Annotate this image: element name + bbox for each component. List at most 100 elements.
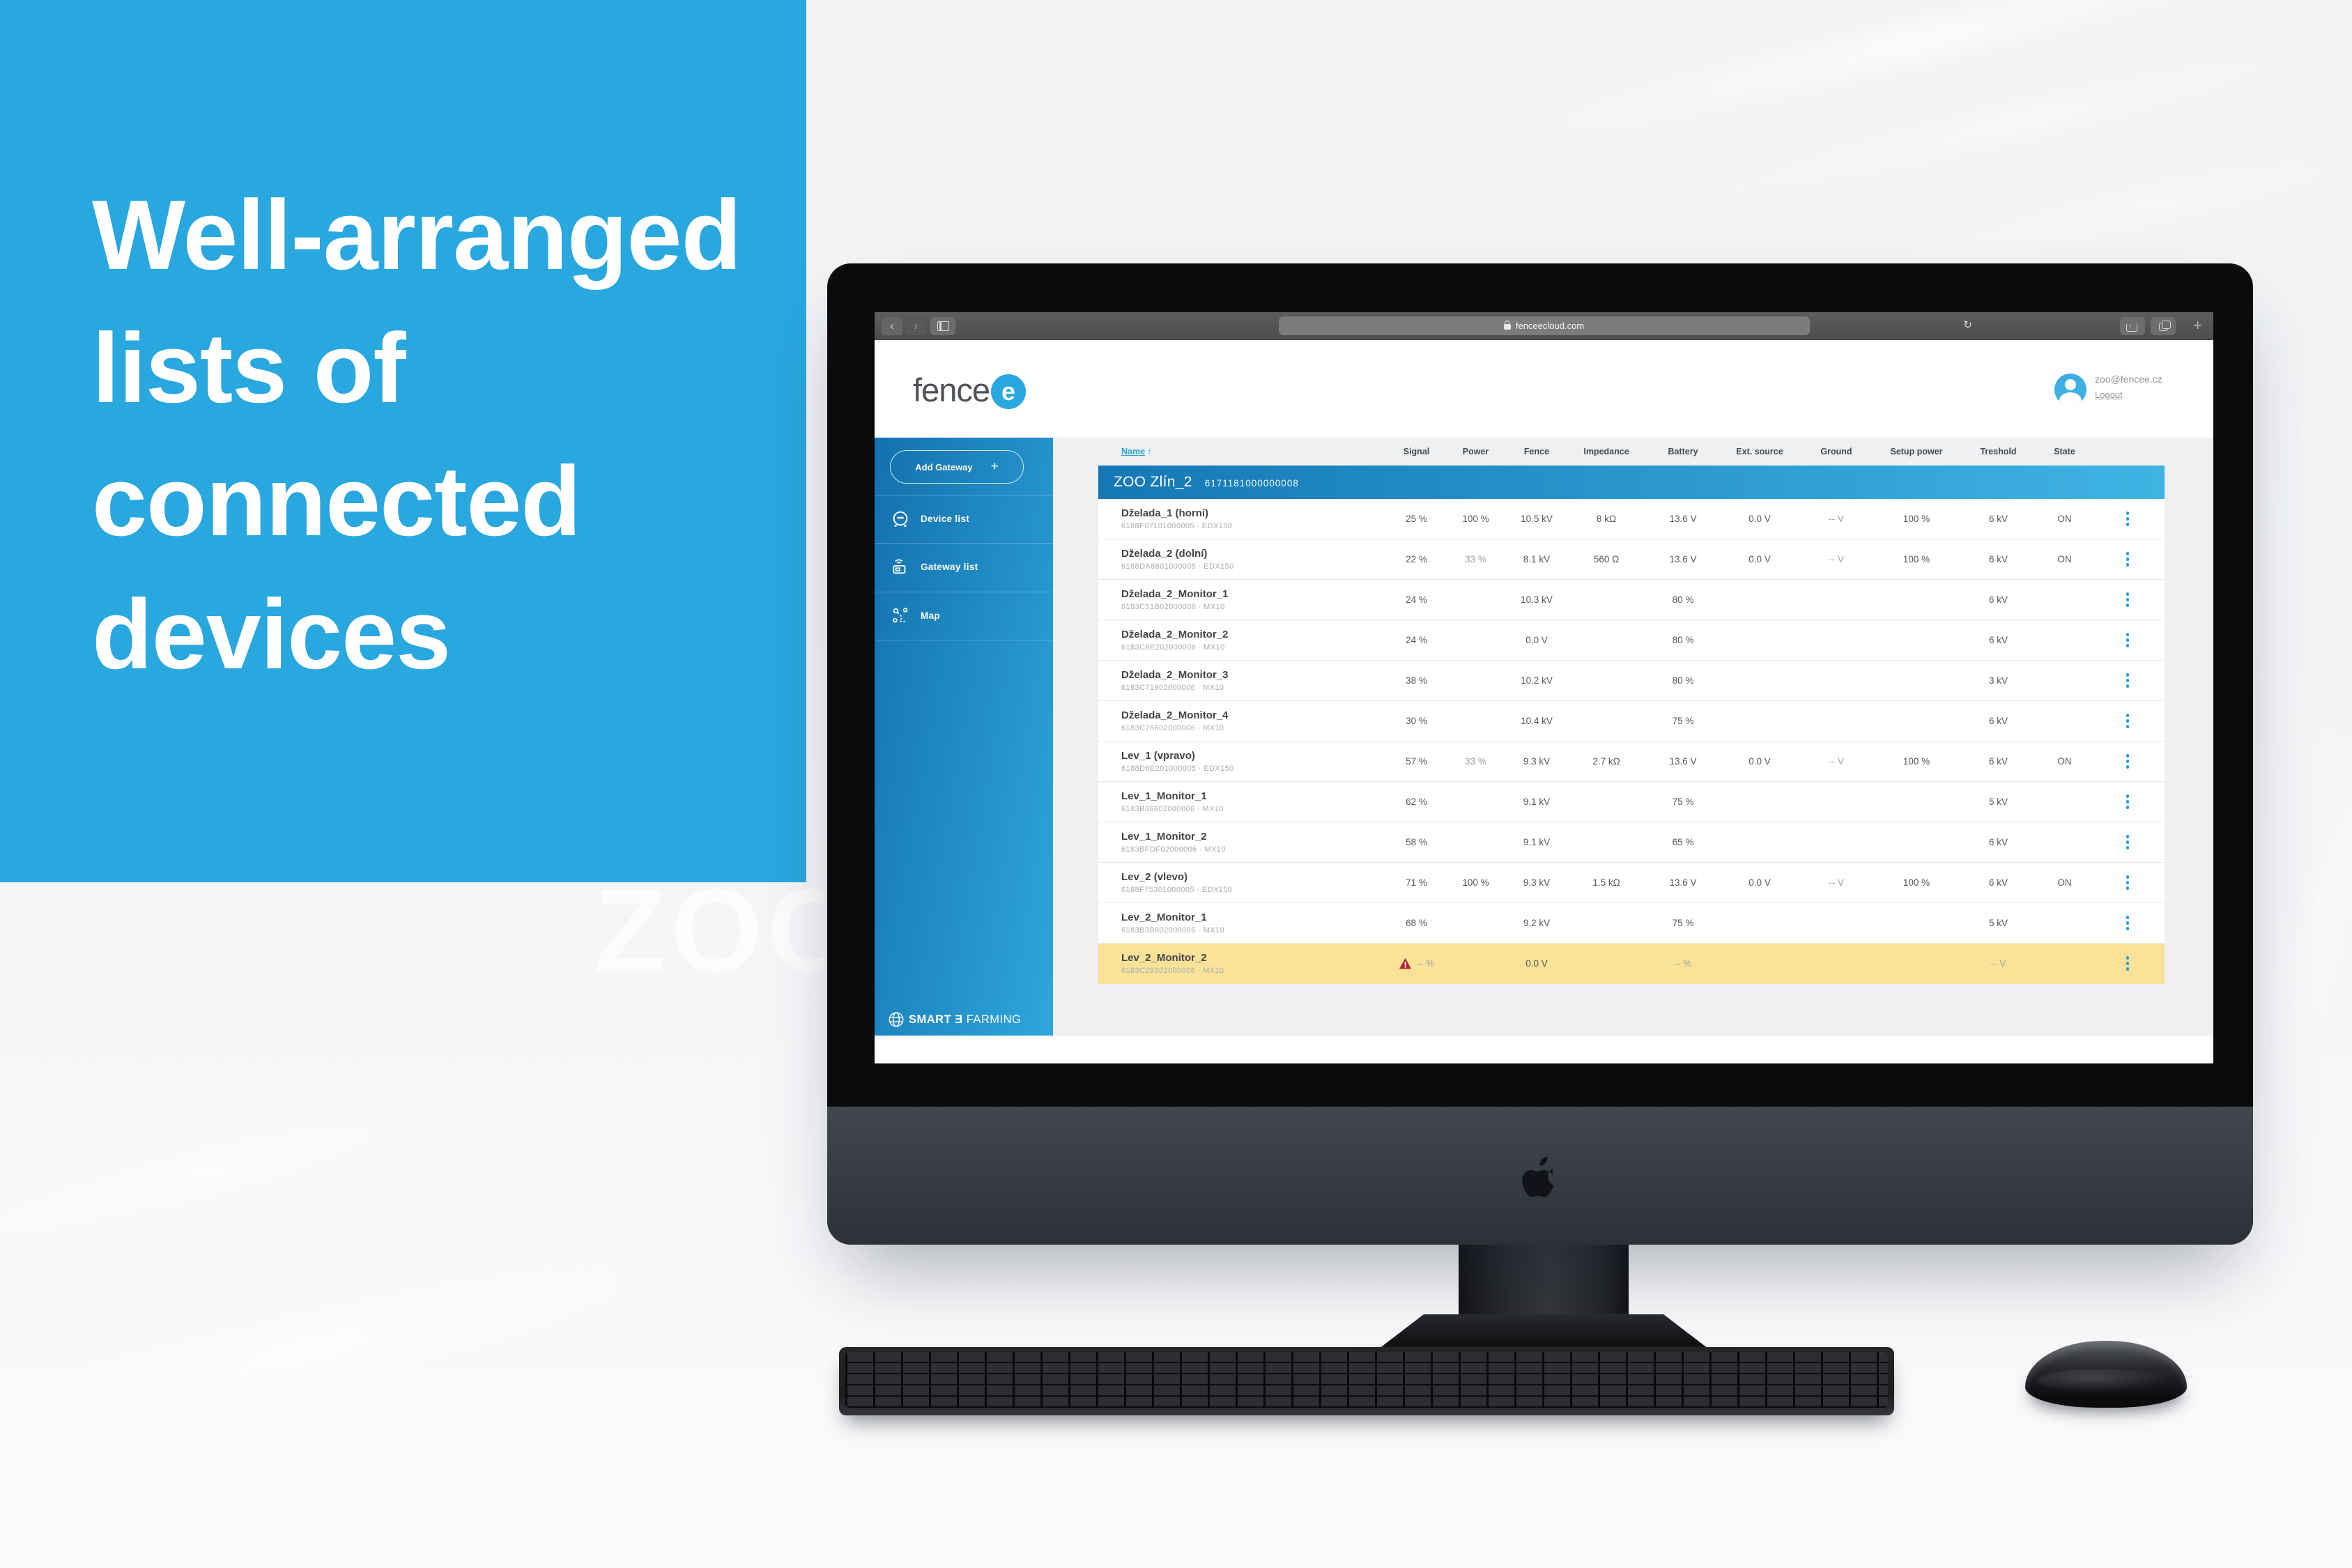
row-menu-button[interactable] (2091, 956, 2165, 971)
address-bar[interactable]: fenceecloud.com (1278, 316, 1810, 335)
value-cell: 33 % (1465, 756, 1486, 767)
column-header-name[interactable]: Name ↑ (1098, 447, 1387, 456)
value-cell: ON (2057, 554, 2072, 564)
logo-plug-glyph: Ǝ (955, 1013, 963, 1026)
row-menu-button[interactable] (2091, 916, 2165, 930)
row-menu-button[interactable] (2091, 714, 2165, 728)
value-cell: 0.0 V (1748, 756, 1771, 767)
table-row[interactable]: Lev_2_Monitor_1 6183B3B802000006 · MX10 … (1098, 903, 2165, 944)
menu-dot (2126, 956, 2130, 960)
value-cell: 75 % (1672, 716, 1694, 726)
device-name-cell: Lev_2 (vlevo) 6188F75301000005 · EDX150 (1098, 871, 1387, 894)
column-header: Impedance (1583, 447, 1629, 456)
logo-e-badge: e (990, 374, 1026, 409)
sidebar-item-device-list[interactable]: Device list (875, 495, 1053, 542)
value-cell: 25 % (1406, 514, 1427, 524)
mouse (2025, 1341, 2187, 1408)
menu-dot (2126, 592, 2130, 596)
row-menu-button[interactable] (2091, 754, 2165, 769)
sidebar-item-gateway-list[interactable]: Gateway list (875, 543, 1053, 590)
row-menu-button[interactable] (2091, 835, 2165, 850)
table-row[interactable]: Dželada_2 (dolní) 6188DA8801000005 · EDX… (1098, 539, 2165, 580)
row-menu-button[interactable] (2091, 592, 2165, 607)
row-menu-button[interactable] (2091, 673, 2165, 688)
table-row[interactable]: Lev_2_Monitor_2 6183C29302000006 · MX10 … (1098, 944, 2165, 984)
menu-dot (2126, 754, 2130, 758)
device-id: 6183C76602000006 · MX10 (1121, 724, 1224, 732)
warning-icon (1399, 958, 1412, 969)
value-cell: 6 kV (1988, 837, 2008, 847)
row-menu-button[interactable] (2091, 512, 2165, 526)
device-name: Dželada_2_Monitor_4 (1121, 709, 1229, 721)
device-id: 6188F75301000005 · EDX150 (1121, 886, 1233, 894)
menu-dot (2126, 598, 2130, 601)
browser-share-button[interactable] (2120, 317, 2145, 336)
value-cell: 80 % (1672, 635, 1694, 645)
value-cell: ON (2057, 756, 2072, 767)
value-cell: 38 % (1406, 675, 1427, 686)
add-gateway-label: Add Gateway (915, 461, 973, 472)
value-cell: 24 % (1406, 635, 1427, 645)
value-cell: 10.4 kV (1521, 716, 1553, 726)
app-header: fence e zoo@fencee.cz Logout (875, 340, 2213, 438)
table-row[interactable]: Lev_1_Monitor_2 6183BFDF02000006 · MX10 … (1098, 822, 2165, 863)
column-header: Power (1462, 447, 1489, 456)
lock-icon (1503, 321, 1511, 330)
table-row[interactable]: Dželada_2_Monitor_2 6183C6E202000006 · M… (1098, 620, 2165, 661)
background-streak (0, 1075, 518, 1267)
row-menu-button[interactable] (2091, 633, 2165, 647)
sidebar-divider (875, 543, 1053, 544)
browser-forward-button[interactable]: › (905, 317, 926, 335)
add-gateway-button[interactable]: Add Gateway + (890, 450, 1024, 484)
table-row[interactable]: Dželada_2_Monitor_4 6183C76602000006 · M… (1098, 701, 2165, 741)
browser-toolbar: ‹ › fenceecloud.com ↻ + (875, 312, 2213, 341)
row-menu-button[interactable] (2091, 875, 2165, 890)
user-avatar[interactable] (2054, 374, 2086, 406)
table-row[interactable]: Dželada_2_Monitor_3 6183C71902000006 · M… (1098, 661, 2165, 701)
logout-link[interactable]: Logout (2095, 390, 2123, 400)
row-menu-button[interactable] (2091, 794, 2165, 809)
value-cell: 75 % (1672, 797, 1694, 807)
keyboard-keys (845, 1352, 1888, 1408)
browser-sidebar-button[interactable] (930, 317, 955, 335)
value-cell: 6 kV (1988, 594, 2008, 605)
sidebar-item-map[interactable]: Map (875, 592, 1053, 639)
value-cell: 58 % (1406, 837, 1427, 847)
value-cell: 65 % (1672, 837, 1694, 847)
gateway-header[interactable]: ZOO Zlín_2 6171181000000008 (1098, 466, 2165, 499)
globe-icon (889, 1012, 904, 1027)
menu-dot (2126, 916, 2130, 919)
value-cell: 6 kV (1988, 635, 2008, 645)
logo-smart-text: SMART (909, 1013, 952, 1026)
value-cell: 57 % (1406, 756, 1427, 767)
new-tab-button[interactable]: + (2193, 316, 2202, 334)
device-id: 6183B3B802000006 · MX10 (1121, 926, 1225, 935)
sidebar-item-label: Device list (921, 513, 970, 524)
value-cell: 13.6 V (1669, 514, 1697, 524)
reload-icon[interactable]: ↻ (1963, 319, 1972, 331)
menu-dot (2126, 967, 2130, 971)
value-cell: ON (2057, 514, 2072, 524)
browser-back-button[interactable]: ‹ (882, 317, 902, 335)
table-row[interactable]: Lev_1_Monitor_1 6183B36602000006 · MX10 … (1098, 782, 2165, 822)
menu-dot (2126, 638, 2130, 642)
value-cell: 6 kV (1988, 514, 2008, 524)
menu-dot (2126, 765, 2130, 769)
device-id: 6183BFDF02000006 · MX10 (1121, 845, 1226, 854)
menu-dot (2126, 921, 2130, 925)
value-cell: 100 % (1903, 554, 1930, 564)
row-menu-button[interactable] (2091, 552, 2165, 567)
device-name-cell: Lev_2_Monitor_2 6183C29302000006 · MX10 (1098, 952, 1387, 975)
table-row[interactable]: Dželada_1 (horní) 6188F07101000005 · EDX… (1098, 499, 2165, 539)
menu-dot (2126, 558, 2130, 561)
menu-dot (2126, 800, 2130, 804)
table-row[interactable]: Dželada_2_Monitor_1 6183C51B02000006 · M… (1098, 580, 2165, 620)
browser-tabs-button[interactable] (2151, 317, 2176, 335)
table-row[interactable]: Lev_1 (vpravo) 6188D6E201000005 · EDX150… (1098, 741, 2165, 782)
table-row[interactable]: Lev_2 (vlevo) 6188F75301000005 · EDX150 … (1098, 863, 2165, 903)
background-watermark: ZOO (594, 865, 824, 997)
value-cell: ON (2057, 877, 2072, 888)
column-header: State (2054, 447, 2075, 456)
screen: ‹ › fenceecloud.com ↻ + fence e (875, 312, 2213, 1063)
value-cell: 6 kV (1988, 554, 2008, 564)
